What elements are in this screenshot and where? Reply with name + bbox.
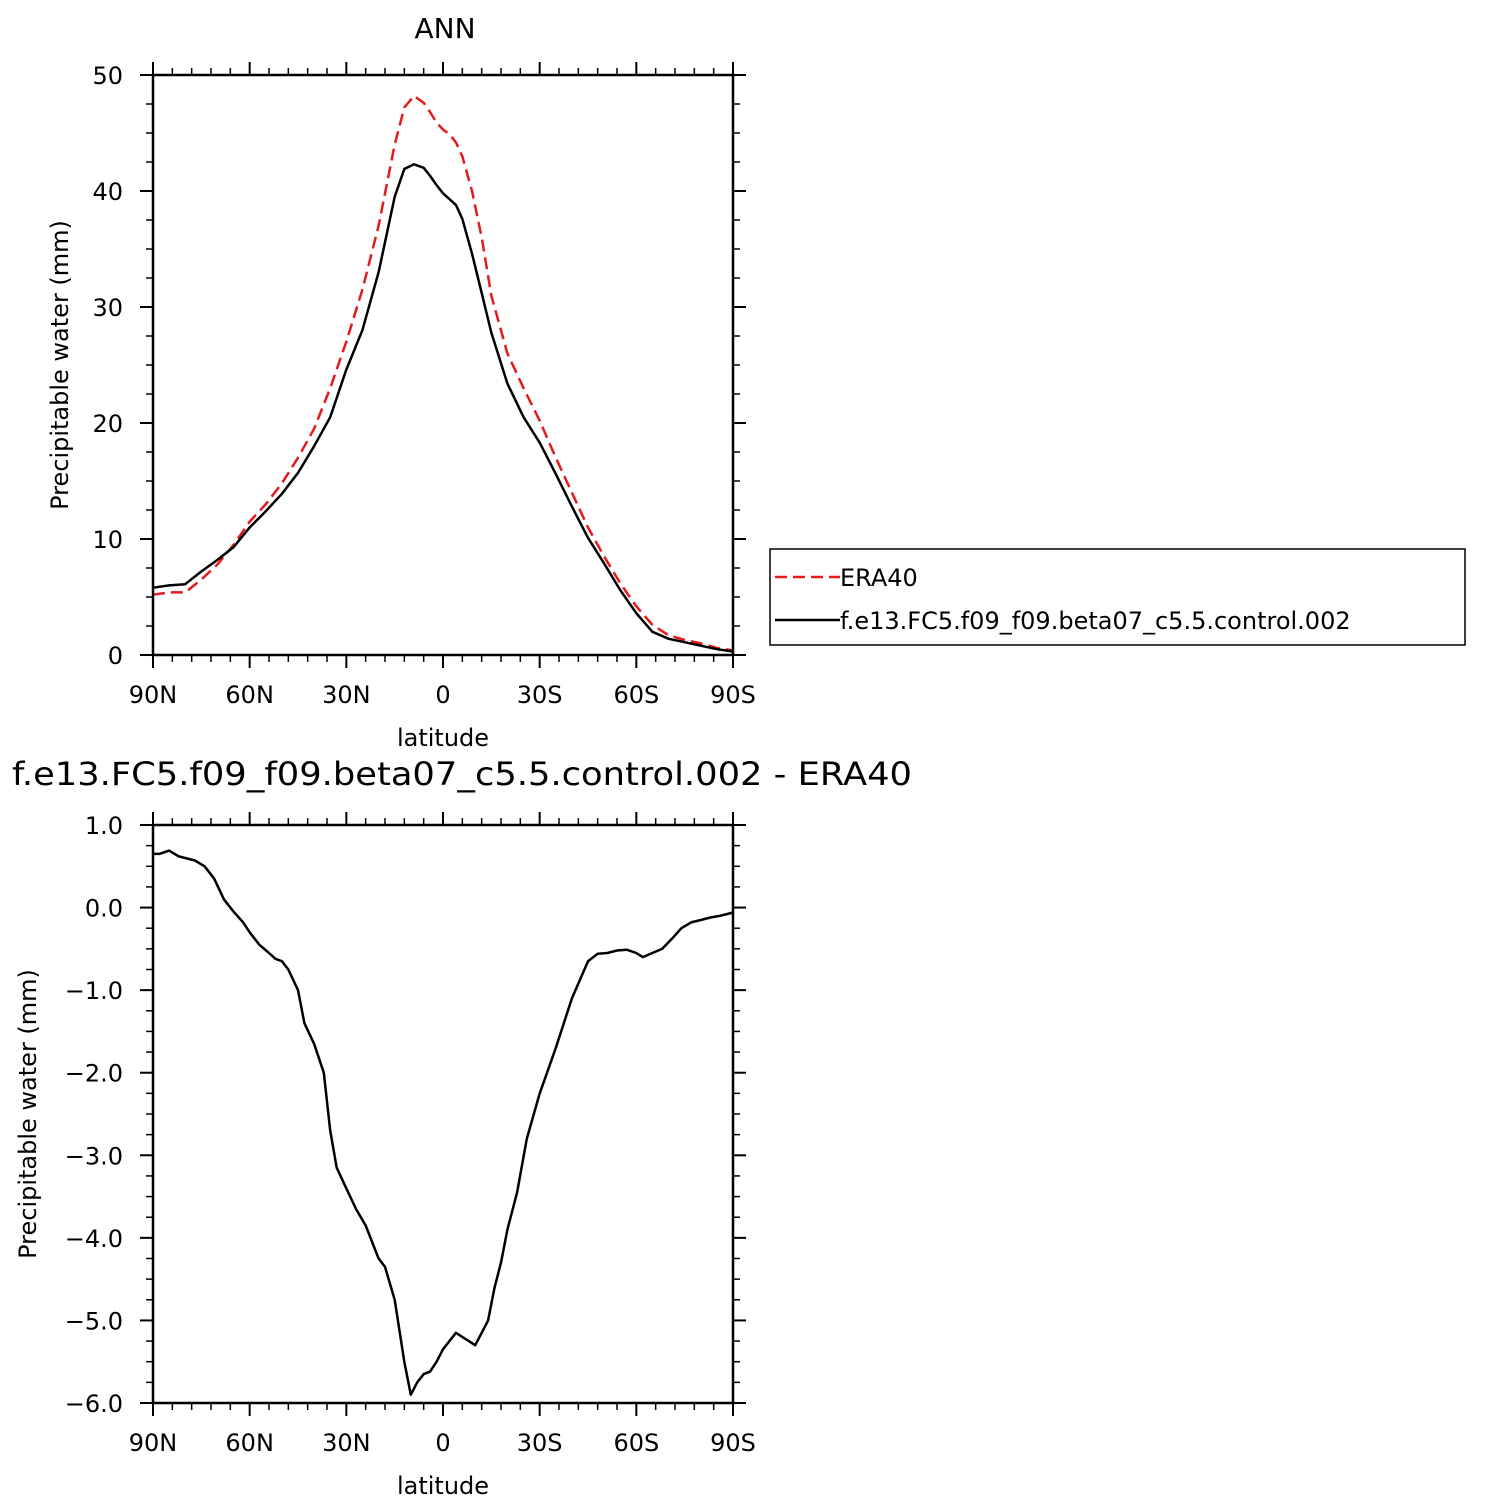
legend: ERA40 f.e13.FC5.f09_f09.beta07_c5.5.cont… [769,548,1466,646]
y-tick-label: −2.0 [65,1060,123,1088]
plot-frame [151,823,735,1405]
y-tick-label: 0.0 [85,895,123,923]
axes-group: 90N 60N 30N 0 30S 60S 90S 0 10 20 30 40 50 [92,62,756,709]
legend-label-model: f.e13.FC5.f09_f09.beta07_c5.5.control.00… [840,607,1351,635]
y-tick-label: −3.0 [65,1142,123,1170]
x-tick-label: 30S [517,1429,563,1457]
y-tick-label: 50 [92,62,123,90]
x-axis-label: latitude [397,724,489,752]
x-tick-label: 0 [435,1429,450,1457]
y-tick-label: 1.0 [85,812,123,840]
x-tick-label: 0 [435,681,450,709]
x-tick-label: 60N [225,681,274,709]
x-tick-label: 30N [322,681,371,709]
series-line-difference [153,849,734,1396]
x-tick-label: 90S [710,681,756,709]
legend-label-era40: ERA40 [840,564,918,592]
series-line-era40 [152,94,734,652]
y-tick-label: 10 [92,526,123,554]
y-axis-label: Precipitable water (mm) [14,969,42,1259]
chart-title: ANN [414,12,475,45]
axes-group: 90N 60N 30N 0 30S 60S 90S 1.0 0.0 −1.0 −2.0 −3.0 −4.… [65,812,756,1457]
x-tick-label: 90S [710,1429,756,1457]
y-tick-label: 40 [92,178,123,206]
precipitable-water-panel: ANN 90N 60N 30N 0 30S 60S 90S 0 10 20 30 40 50 latit… [46,12,756,752]
x-tick-label: 30N [322,1429,371,1457]
y-tick-label: −1.0 [65,977,123,1005]
series-group [153,849,734,1396]
plot-frame [151,73,735,657]
x-tick-label: 60S [613,681,659,709]
y-tick-label: −5.0 [65,1307,123,1335]
x-tick-label: 60N [225,1429,274,1457]
x-tick-label: 60S [613,1429,659,1457]
x-tick-label: 90N [129,1429,178,1457]
y-axis-label: Precipitable water (mm) [46,220,74,510]
legend-frame [769,548,1466,646]
y-tick-label: 30 [92,294,123,322]
y-tick-label: −6.0 [65,1390,123,1418]
y-tick-label: −4.0 [65,1225,123,1253]
x-tick-label: 90N [129,681,178,709]
y-tick-label: 0 [108,642,123,670]
x-axis-label: latitude [397,1472,489,1500]
x-tick-label: 30S [517,681,563,709]
series-line-model [152,163,734,653]
difference-panel: f.e13.FC5.f09_f09.beta07_c5.5.control.00… [12,755,912,1500]
y-tick-label: 20 [92,410,123,438]
series-group [152,94,734,653]
difference-title: f.e13.FC5.f09_f09.beta07_c5.5.control.00… [12,755,912,793]
